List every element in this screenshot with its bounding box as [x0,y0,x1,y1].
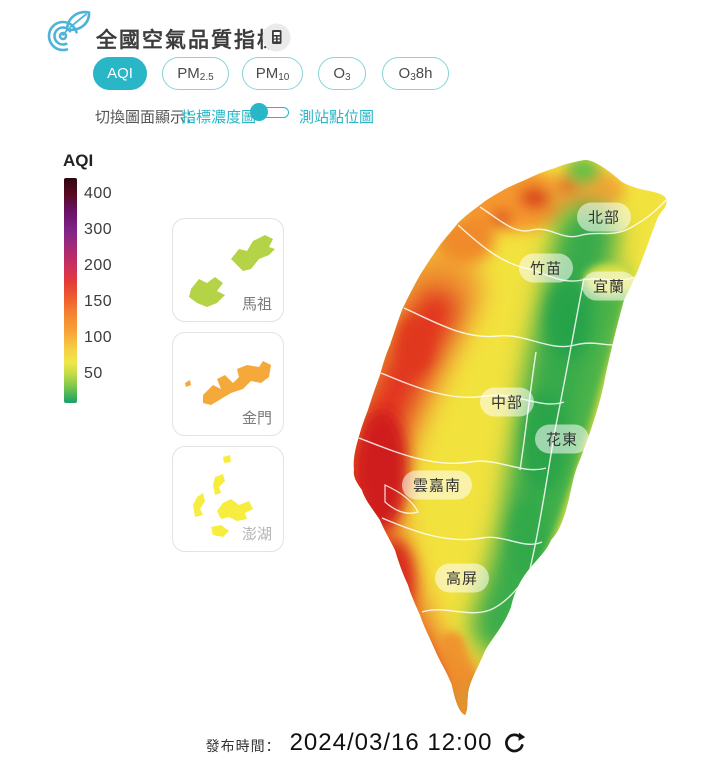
region-label-yunchianan: 雲嘉南 [401,470,473,500]
tab-label-suffix: 8h [415,65,433,82]
legend-tick: 400 [84,185,113,202]
tab-label: PM [255,65,279,82]
tab-label-sub: 10 [278,72,290,83]
leaf-gauge-icon [47,10,91,52]
map-display-toggle[interactable] [250,103,292,122]
legend-tick: 300 [84,221,113,238]
tab-aqi[interactable]: AQI [93,57,147,90]
toggle-knob[interactable] [250,103,268,121]
island-box-kinmen[interactable]: 金門 [172,332,284,436]
kinmen-map [185,361,271,405]
tab-pm2-5[interactable]: PM 2.5 [162,57,229,90]
station-map-option[interactable]: 測站點位圖 [299,109,375,126]
region-label-huadong: 花東 [534,424,590,454]
penghu-map [193,455,253,537]
display-switch-label: 切換圖面顯示： [95,109,201,126]
refresh-icon[interactable] [501,731,526,757]
legend-tick: 100 [84,329,113,346]
concentration-map-option[interactable]: 指標濃度圖 [181,109,257,126]
island-box-penghu[interactable]: 澎湖 [172,446,284,552]
taiwan-map-canvas [353,160,667,715]
matsu-map [189,235,275,307]
tab-label: PM [177,65,200,82]
tab-label-sub: 2.5 [199,72,214,83]
region-label-chumiao: 竹苗 [518,253,574,283]
publish-time-value: 2024/03/16 12:00 [289,729,493,756]
publish-time-label: 發布時間： [205,738,281,754]
legend-tick: 150 [84,293,113,310]
region-label-yilan: 宜蘭 [581,271,637,301]
region-label-north: 北部 [576,202,632,232]
region-label-central: 中部 [479,387,535,417]
page-title: 全國空氣品質指標 [96,29,280,52]
legend-tick: 50 [84,365,103,382]
aqi-gradient-bar [64,178,77,403]
legend-title: AQI [63,151,94,170]
tab-label-sub: 3 [410,72,416,83]
island-label-matsu: 馬祖 [241,296,272,313]
tab-pm10[interactable]: PM 10 [242,57,303,90]
calculator-icon[interactable] [262,23,291,52]
taiwan-aqi-map[interactable] [340,140,680,740]
island-label-kinmen: 金門 [241,410,272,427]
tab-label: O [398,65,411,82]
legend-tick: 200 [84,257,113,274]
publish-time-bar: 發布時間： 2024/03/16 12:00 [28,729,704,757]
tab-label: O [333,65,346,82]
island-label-penghu: 澎湖 [241,526,272,543]
tab-label-sub: 3 [345,72,351,83]
tab-label: AQI [107,65,133,82]
island-box-matsu[interactable]: 馬祖 [172,218,284,322]
region-label-kaoping: 高屏 [434,563,490,593]
